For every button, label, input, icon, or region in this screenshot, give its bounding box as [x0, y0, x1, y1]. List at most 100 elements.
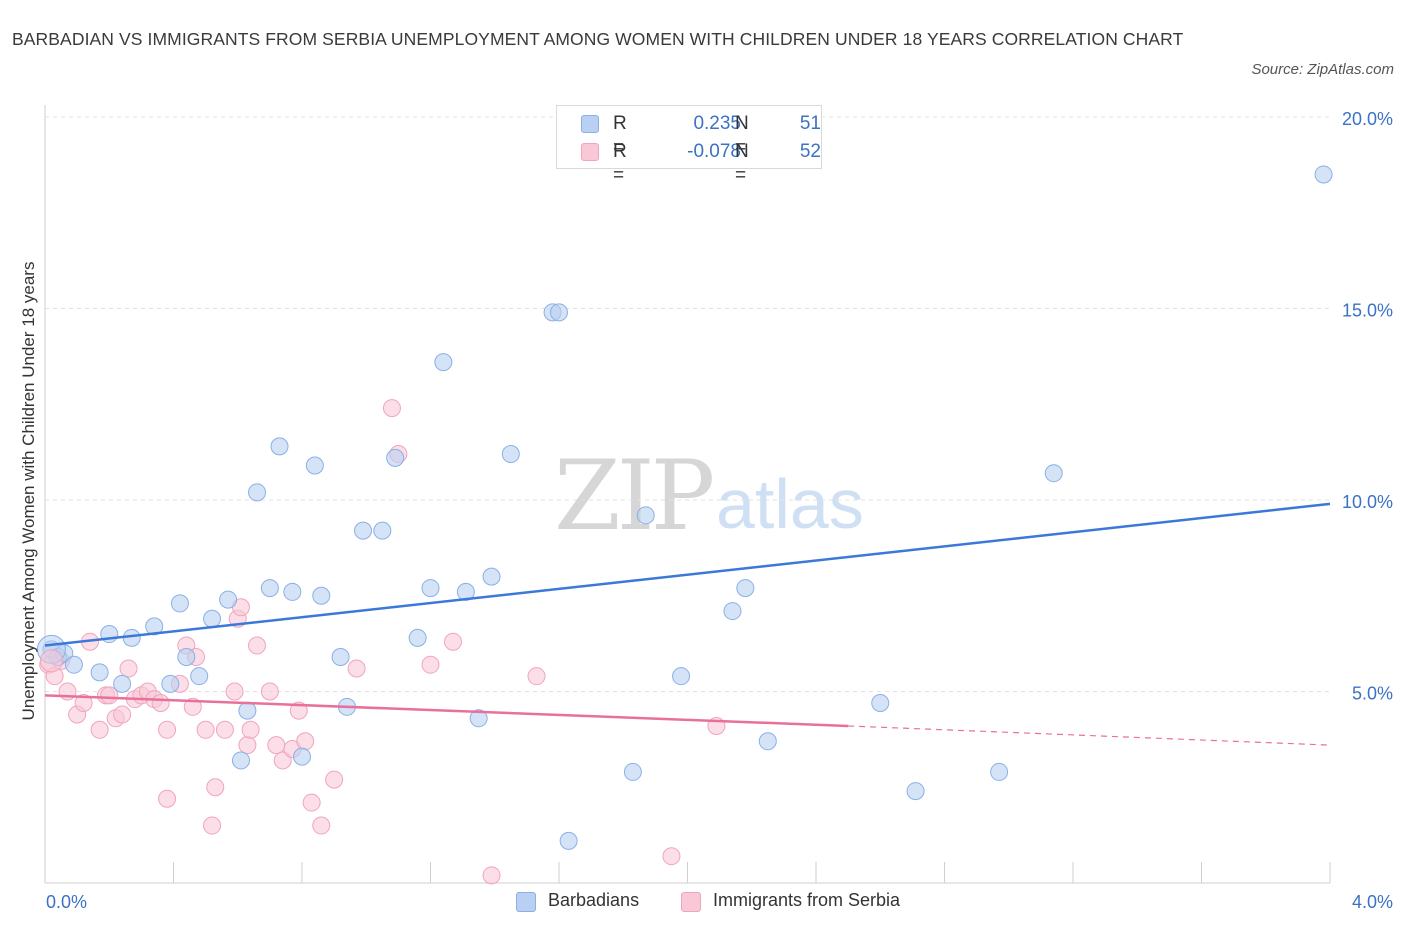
serbia-point [203, 816, 222, 835]
serbia-point [312, 816, 331, 835]
barbadian-point [219, 590, 238, 609]
serbia-point [113, 705, 132, 724]
serbia-point [119, 659, 138, 678]
serbia-point [260, 682, 279, 701]
barbadian-point [113, 674, 132, 693]
barbadian-point [723, 602, 742, 621]
n-value: 51 [799, 113, 821, 134]
serbia-point [325, 770, 344, 789]
barbadian-point [248, 483, 267, 502]
barbadian-point [203, 609, 222, 628]
serbia-point [527, 667, 546, 686]
barbadian-point [270, 437, 289, 456]
n-label: N = [735, 113, 749, 158]
serbia-point [196, 720, 215, 739]
serbia-point [241, 720, 260, 739]
barbadian-point [90, 663, 109, 682]
barbadian-point [559, 831, 578, 850]
pink-swatch-icon [681, 892, 701, 912]
serbia-point [206, 778, 225, 797]
barbadian-point [501, 445, 520, 464]
barbadian-point [871, 693, 890, 712]
barbadian-point [469, 709, 488, 728]
barbadian-point [283, 582, 302, 601]
y-tick-label: 10.0% [1342, 492, 1393, 512]
barbadian-point [758, 732, 777, 751]
r-label: R = [613, 113, 627, 158]
stats-legend: R = 0.235 N = 51 R = -0.078 N = 52 [556, 105, 822, 186]
serbia-point [273, 751, 292, 770]
watermark-atlas: atlas [716, 465, 864, 543]
y-tick-label: 20.0% [1342, 109, 1393, 129]
barbadian-point [421, 579, 440, 598]
barbadian-point [623, 762, 642, 781]
serbia-point [238, 736, 257, 755]
barbadian-trend-line [44, 502, 1331, 647]
serbia-point [662, 847, 681, 866]
barbadian-point [305, 456, 324, 475]
legend-label: Barbadians [548, 890, 640, 910]
barbadian-point [386, 448, 405, 467]
barbadian-point [260, 579, 279, 598]
source-label: Source: ZipAtlas.com [1251, 61, 1394, 78]
barbadian-point [736, 579, 755, 598]
serbia-point [225, 682, 244, 701]
r-label: R = [613, 141, 627, 186]
pink-swatch-icon [581, 143, 599, 161]
serbia-point [183, 697, 202, 716]
blue-swatch-icon [581, 115, 599, 133]
y-axis-label: Unemployment Among Women with Children U… [19, 261, 38, 721]
barbadian-point [636, 506, 655, 525]
serbia-point [215, 720, 234, 739]
chart-title: BARBADIAN VS IMMIGRANTS FROM SERBIA UNEM… [12, 29, 1184, 49]
serbia-point [267, 736, 286, 755]
watermark-zip: ZIP [554, 440, 715, 552]
x-tick-label: 0.0% [46, 892, 87, 912]
barbadian-point [331, 648, 350, 667]
barbadian-point [145, 617, 164, 636]
barbadian-point [177, 648, 196, 667]
barbadian-point [170, 594, 189, 613]
serbia-point [158, 720, 177, 739]
serbia-point [100, 686, 119, 705]
serbia-point [248, 636, 267, 655]
barbadian-point [161, 674, 180, 693]
barbadian-point [456, 582, 475, 601]
barbadian-point [231, 751, 250, 770]
barbadian-point [906, 782, 925, 801]
barbadian-point [190, 667, 209, 686]
serbia-point [482, 866, 501, 885]
barbadian-point [1314, 165, 1333, 184]
serbia-point [39, 649, 63, 673]
barbadian-point [672, 667, 691, 686]
serbia-point [90, 720, 109, 739]
barbadian-point [373, 521, 392, 540]
barbadian-point [990, 762, 1009, 781]
serbia-point [443, 632, 462, 651]
y-tick-label: 5.0% [1352, 684, 1393, 704]
serbia-point [158, 789, 177, 808]
barbadian-point [550, 303, 568, 322]
serbia-point [151, 693, 170, 712]
barbadian-point [354, 521, 373, 540]
serbia-point [421, 655, 440, 674]
barbadian-point [238, 701, 257, 720]
serbia-trend-extension [848, 725, 1331, 746]
blue-swatch-icon [516, 892, 536, 912]
y-tick-label: 15.0% [1342, 301, 1393, 321]
barbadian-point [408, 628, 427, 647]
barbadian-point [64, 655, 83, 674]
barbadian-point [312, 586, 331, 605]
x-tick-label: 4.0% [1352, 892, 1393, 912]
barbadian-point [482, 567, 501, 586]
r-value: 0.235 [693, 113, 741, 134]
serbia-trend-line [44, 694, 849, 728]
n-label: N = [735, 141, 749, 186]
r-value: -0.078 [687, 141, 741, 162]
n-value: 52 [799, 141, 821, 162]
barbadian-point [434, 353, 453, 372]
serbia-point [296, 732, 315, 751]
legend-label: Immigrants from Serbia [713, 890, 901, 910]
serbia-point [74, 693, 93, 712]
